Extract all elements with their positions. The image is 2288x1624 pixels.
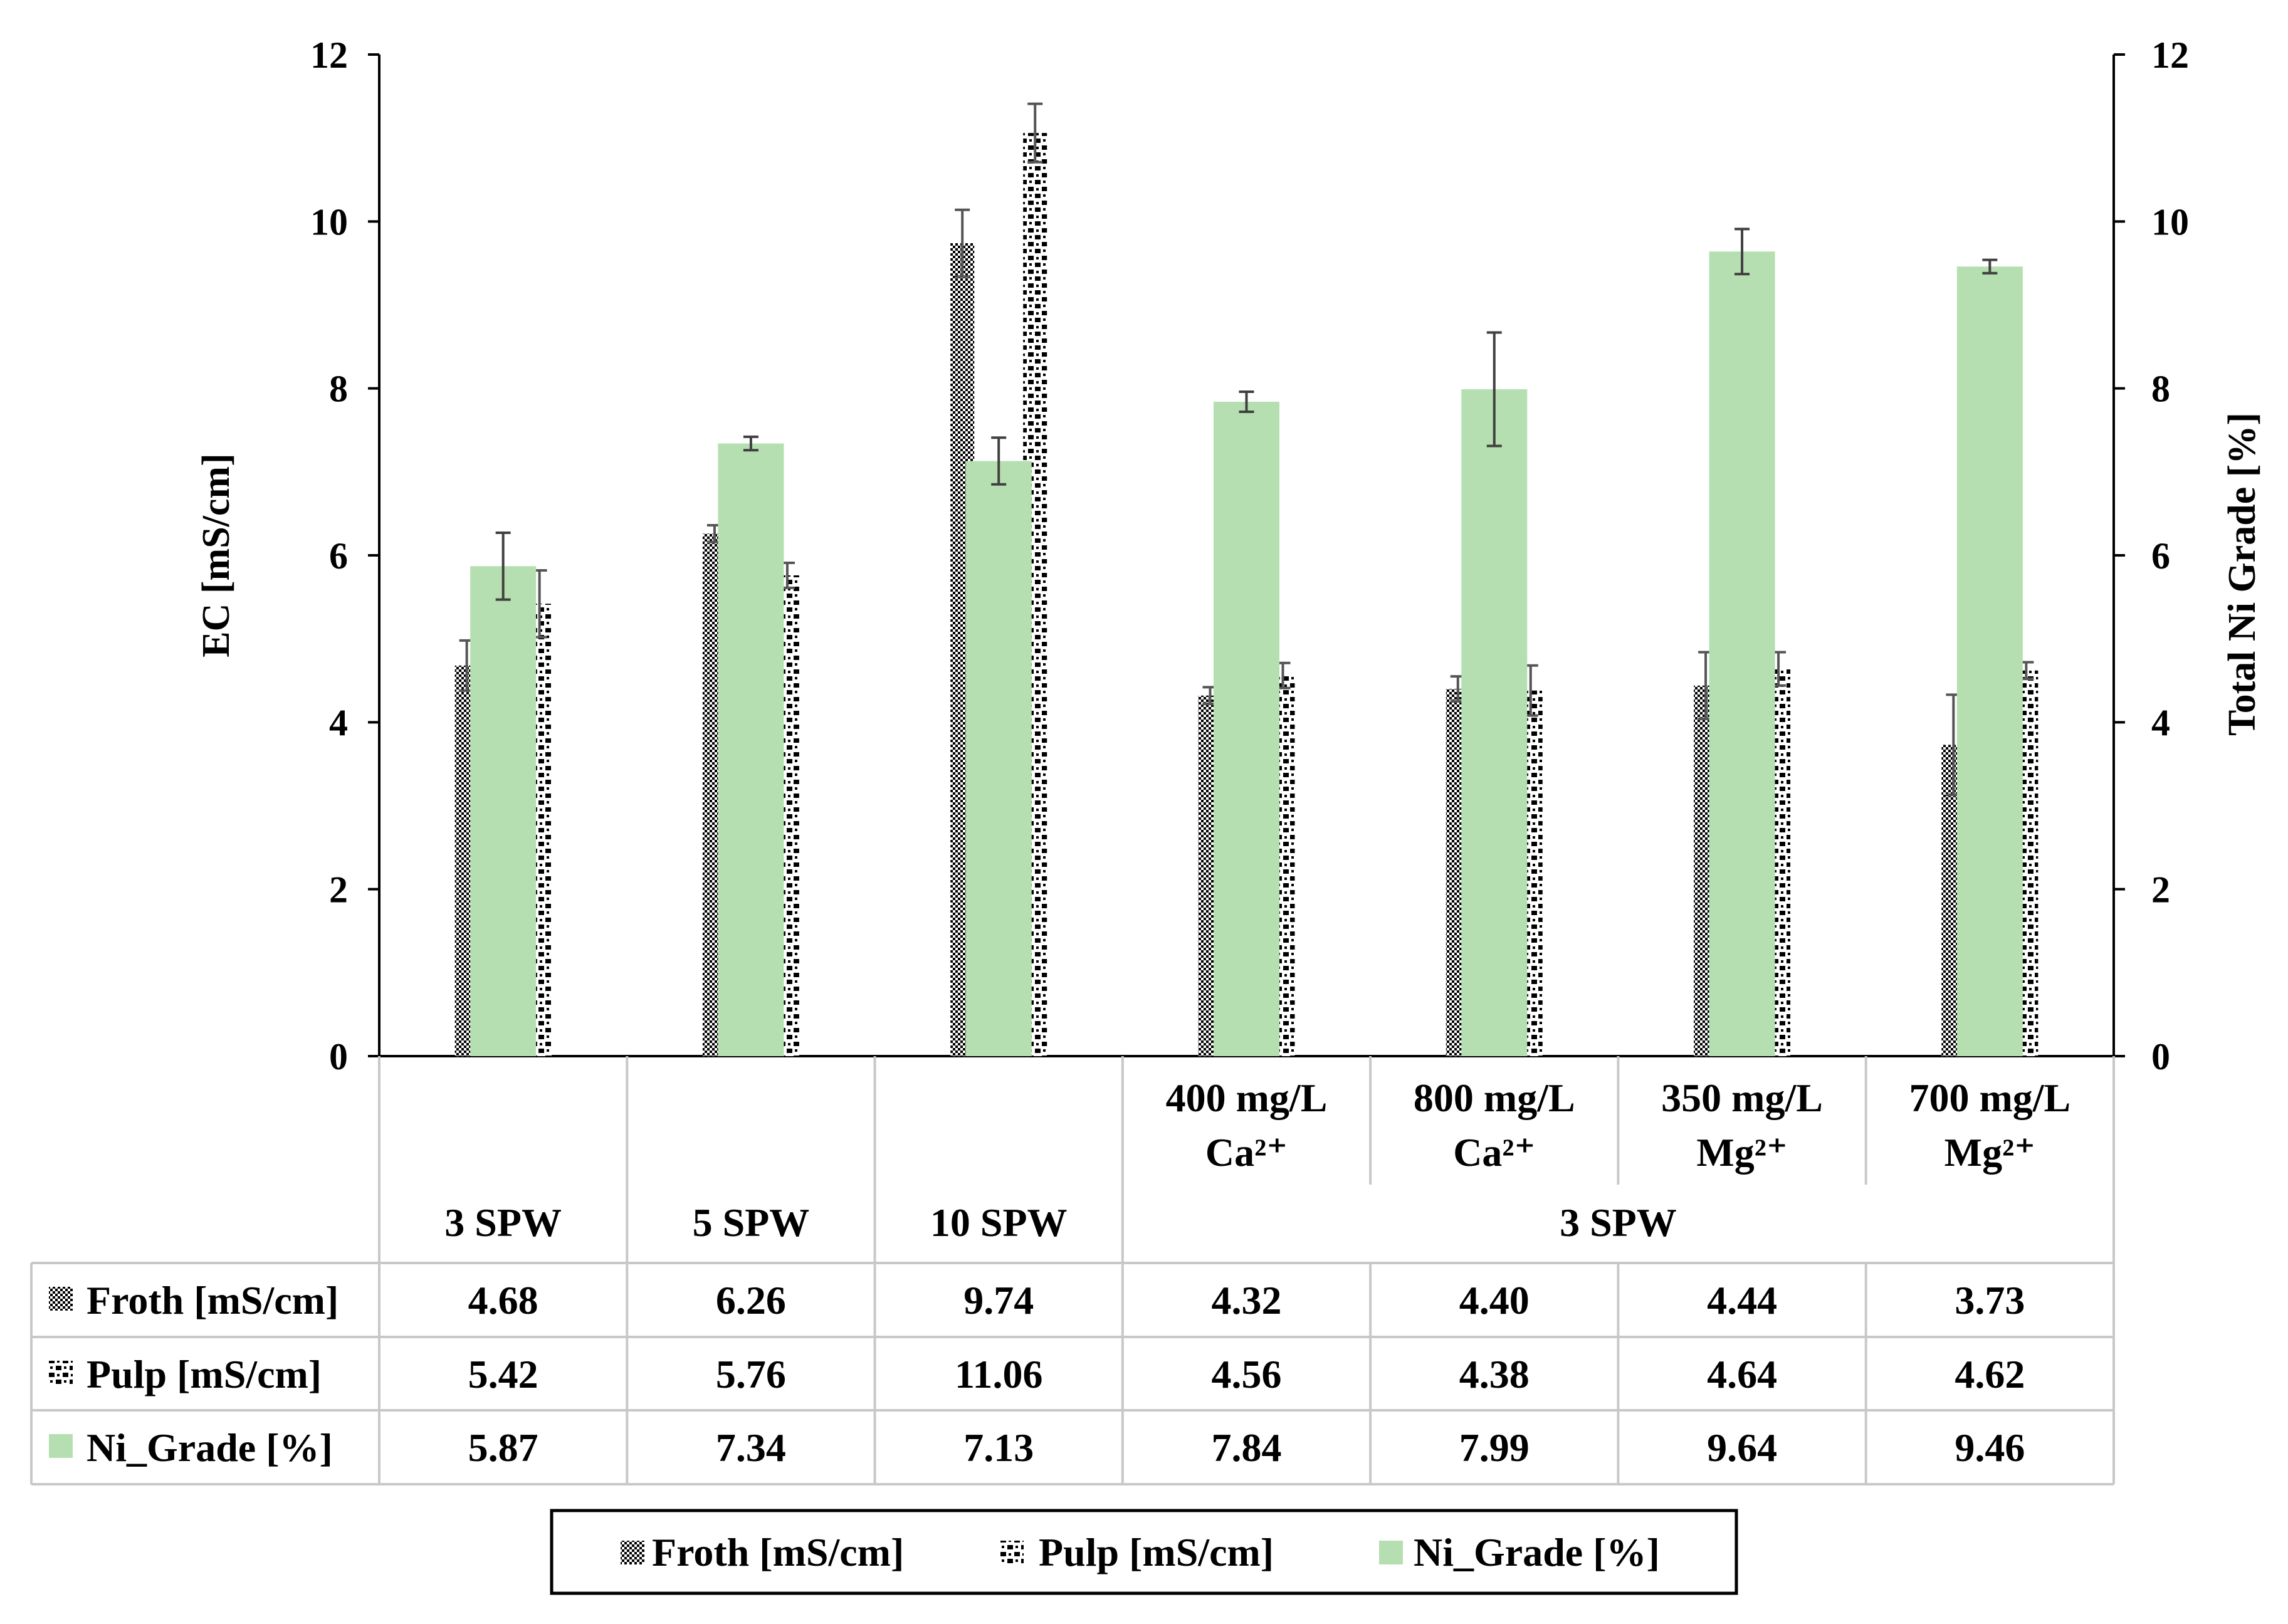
bar-ni-grade	[1214, 401, 1279, 1056]
bar-ni-grade	[965, 461, 1032, 1056]
data-label: 4.32	[1212, 1278, 1282, 1323]
data-table: 400 mg/L Ca²⁺ 800 mg/L Ca²⁺ 350 mg/L Mg²⁺ 700 …	[30, 1056, 2115, 1485]
data-label: 5.42	[468, 1352, 538, 1396]
data-label: 4.62	[1955, 1352, 2025, 1396]
right-tick-label: 10	[2151, 201, 2189, 243]
bar-ni-grade	[470, 566, 537, 1056]
data-label: 7.34	[716, 1425, 786, 1470]
category-label: Mg²⁺	[1696, 1130, 1787, 1175]
left-tick-label: 6	[329, 535, 348, 577]
row-header: Ni_Grade [%]	[87, 1425, 333, 1470]
bar-ni-grade	[1461, 389, 1528, 1057]
legend-key-pulp	[1000, 1541, 1024, 1564]
data-label: 3.73	[1955, 1278, 2025, 1323]
group-label: 10 SPW	[930, 1200, 1068, 1245]
legend-box	[550, 1509, 1738, 1595]
y-axis-title-right: Total Ni Grade [%]	[2221, 412, 2264, 736]
right-tick-label: 12	[2151, 34, 2189, 76]
left-tick-label: 4	[329, 702, 348, 743]
data-label: 11.06	[955, 1352, 1042, 1396]
data-label: 7.84	[1212, 1425, 1282, 1470]
y-axis-title-left: EC [mS/cm]	[195, 453, 238, 657]
bar-ni-grade	[1956, 266, 2023, 1056]
data-label: 4.44	[1707, 1278, 1777, 1323]
category-label: 800 mg/L	[1414, 1076, 1575, 1120]
group-label: 3 SPW	[1560, 1200, 1677, 1245]
category-label: Mg²⁺	[1944, 1130, 2035, 1175]
bar-ni-grade	[1709, 251, 1775, 1057]
plot-area: 0 0 2 2 4 4 6 6 8 8 10 10 12 12 EC [mS/cm] Total Ni Gra…	[195, 34, 2264, 1077]
group-label: 3 SPW	[444, 1200, 562, 1245]
data-label: 4.64	[1707, 1352, 1777, 1396]
data-label: 9.64	[1707, 1425, 1777, 1470]
data-label: 7.99	[1459, 1425, 1530, 1470]
table-legend-key-froth	[49, 1287, 73, 1311]
category-label: 400 mg/L	[1166, 1076, 1328, 1120]
data-label: 4.40	[1459, 1278, 1530, 1323]
right-tick-label: 8	[2151, 369, 2170, 410]
legend-label: Pulp [mS/cm]	[1039, 1530, 1274, 1574]
data-label: 6.26	[716, 1278, 786, 1323]
left-tick-label: 2	[329, 869, 348, 911]
row-header: Froth [mS/cm]	[87, 1278, 338, 1323]
legend-label: Ni_Grade [%]	[1414, 1530, 1660, 1574]
category-label: 700 mg/L	[1909, 1076, 2070, 1120]
data-label: 9.46	[1955, 1425, 2025, 1470]
data-label: 5.76	[716, 1352, 786, 1396]
data-label: 4.56	[1212, 1352, 1282, 1396]
left-tick-label: 10	[310, 201, 348, 243]
data-label: 4.38	[1459, 1352, 1530, 1396]
left-tick-label: 8	[329, 369, 348, 410]
data-label: 7.13	[963, 1425, 1034, 1470]
data-label: 5.87	[468, 1425, 538, 1470]
data-label: 9.74	[963, 1278, 1034, 1323]
right-tick-label: 4	[2151, 702, 2170, 743]
table-legend-key-ni-grade	[49, 1434, 73, 1458]
left-tick-label: 0	[329, 1036, 348, 1077]
left-tick-label: 12	[310, 34, 348, 76]
bar-ni-grade	[718, 443, 784, 1056]
right-tick-label: 2	[2151, 869, 2170, 911]
right-tick-label: 0	[2151, 1036, 2170, 1077]
legend: Froth [mS/cm] Pulp [mS/cm] Ni_Grade [%]	[550, 1509, 1738, 1595]
category-label: Ca²⁺	[1205, 1130, 1288, 1175]
group-label: 5 SPW	[693, 1200, 810, 1245]
table-legend-key-pulp	[49, 1361, 73, 1385]
legend-label: Froth [mS/cm]	[652, 1530, 904, 1574]
category-label: 350 mg/L	[1661, 1076, 1823, 1120]
data-label: 4.68	[468, 1278, 538, 1323]
legend-key-ni-grade	[1379, 1541, 1403, 1564]
right-tick-label: 6	[2151, 535, 2170, 577]
row-header: Pulp [mS/cm]	[87, 1352, 322, 1396]
legend-key-froth	[621, 1541, 644, 1564]
category-label: Ca²⁺	[1453, 1130, 1535, 1175]
